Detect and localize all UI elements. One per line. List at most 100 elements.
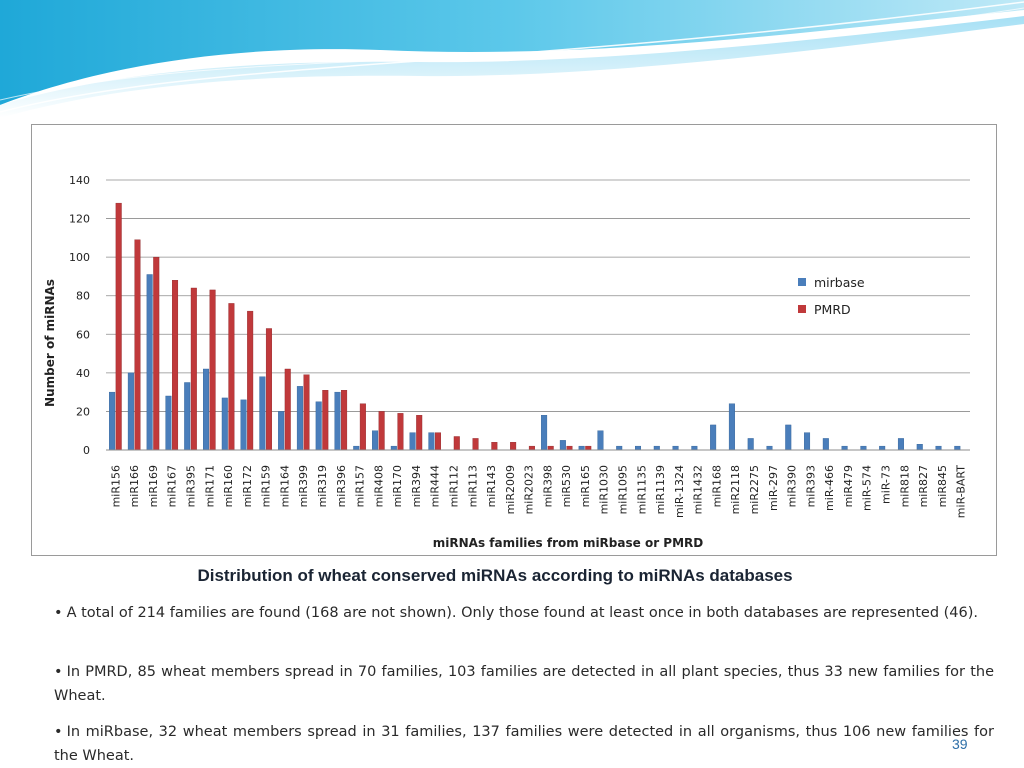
- bar-mirbase-mir1030: [597, 430, 604, 451]
- bar-mirbase-mir156: [109, 391, 116, 451]
- bullet-item: • A total of 214 families are found (168 …: [54, 601, 994, 625]
- bar-pmrd-mir2023: [528, 445, 535, 451]
- bar-pmrd-mir530: [566, 445, 573, 451]
- bar-mirbase-mir827: [916, 444, 923, 451]
- x-tick-label: miR-1324: [673, 465, 686, 518]
- bar-mirbase-mir166: [127, 372, 134, 451]
- x-tick-label: miR530: [560, 465, 573, 507]
- x-tick-label: miR171: [203, 465, 216, 507]
- bullet-symbol: •: [54, 664, 63, 680]
- x-tick-label: miR-297: [767, 465, 780, 511]
- bar-pmrd-mir171: [209, 289, 216, 451]
- x-tick-label: miR395: [185, 465, 198, 507]
- x-tick-label: miR1095: [617, 465, 630, 514]
- bar-mirbase-mir845: [935, 445, 942, 451]
- x-tick-label: miR2275: [748, 465, 761, 514]
- y-tick-label: 20: [76, 405, 90, 418]
- legend: mirbase PMRD: [798, 275, 865, 317]
- bar-mirbase-mir396: [334, 391, 341, 451]
- bar-mirbase-mir-bart: [954, 445, 961, 451]
- bar-mirbase-mir818: [897, 438, 904, 451]
- bar-mirbase-mir2118: [728, 403, 735, 451]
- bar-mirbase-mir159: [259, 376, 266, 451]
- y-tick-label: 60: [76, 328, 90, 341]
- y-tick-labels: 0 20 40 60 80 100 120 140: [69, 174, 90, 457]
- bar-pmrd-mir165: [585, 445, 592, 451]
- bar-pmrd-mir396: [341, 390, 348, 451]
- bar-pmrd-mir319: [322, 390, 329, 451]
- bullet-symbol: •: [54, 605, 63, 621]
- legend-label-mirbase: mirbase: [814, 275, 865, 290]
- x-tick-label: miR444: [429, 465, 442, 507]
- bar-mirbase-mir399: [296, 386, 303, 451]
- x-tick-label: miR1135: [635, 465, 648, 514]
- x-tick-label: miR-466: [823, 465, 836, 511]
- x-tick-label: miR157: [354, 465, 367, 507]
- bar-pmrd-mir167: [172, 280, 179, 451]
- x-tick-label: miR172: [241, 465, 254, 507]
- bar-mirbase-mir444: [428, 432, 435, 451]
- bar-pmrd-mir170: [397, 413, 404, 451]
- y-tick-label: 140: [69, 174, 90, 187]
- x-tick-label: miR390: [786, 465, 799, 507]
- bar-pmrd-mir395: [190, 287, 197, 451]
- bar-pmrd-mir164: [284, 368, 291, 451]
- bar-mirbase-mir160: [221, 397, 228, 451]
- x-tick-label: miR169: [147, 465, 160, 507]
- y-tick-label: 120: [69, 213, 90, 226]
- bar-mirbase-mir167: [165, 395, 172, 451]
- bar-pmrd-mir112: [453, 436, 460, 451]
- x-tick-label: miR396: [335, 465, 348, 507]
- x-tick-label: miR167: [166, 465, 179, 507]
- bar-pmrd-mir169: [153, 256, 160, 451]
- x-tick-label: miR-574: [861, 465, 874, 511]
- bar-mirbase-mir170: [390, 445, 397, 451]
- bar-mirbase-mir165: [578, 445, 585, 451]
- legend-label-pmrd: PMRD: [814, 302, 851, 317]
- x-tick-label: miR143: [485, 465, 498, 507]
- x-tick-label: miR1432: [692, 465, 705, 514]
- x-tick-label: miR113: [466, 465, 479, 507]
- bar-pmrd-mir172: [247, 310, 254, 451]
- x-tick-label: miR2009: [504, 465, 517, 514]
- bar-pmrd-mir2009: [510, 442, 517, 451]
- x-tick-label: miR479: [842, 465, 855, 507]
- x-tick-label: miR408: [372, 465, 385, 507]
- bar-mirbase-mir1432: [691, 445, 698, 451]
- bar-mirbase-mir171: [203, 368, 210, 451]
- x-tick-label: miR159: [260, 465, 273, 507]
- bar-mirbase-mir408: [372, 430, 379, 451]
- header-wave-banner: [0, 0, 1024, 118]
- bar-mirbase-mir-73: [879, 445, 886, 451]
- x-tick-label: miR156: [109, 465, 122, 507]
- bar-mirbase-mir172: [240, 399, 247, 451]
- x-tick-label: miR112: [447, 465, 460, 507]
- bar-mirbase-mir530: [559, 440, 566, 451]
- bar-pmrd-mir157: [359, 403, 366, 451]
- bar-pmrd-mir394: [416, 415, 423, 451]
- y-tick-label: 80: [76, 290, 90, 303]
- bar-pmrd-mir160: [228, 303, 235, 451]
- x-tick-label: miR845: [936, 465, 949, 507]
- x-axis-label: miRNAs families from miRbase or PMRD: [433, 536, 704, 550]
- x-tick-label: miR399: [297, 465, 310, 507]
- x-tick-label: miR319: [316, 465, 329, 507]
- y-tick-label: 0: [83, 444, 90, 457]
- bar-mirbase-mir319: [315, 401, 322, 451]
- bar-pmrd-mir156: [115, 202, 122, 451]
- bar-pmrd-mir408: [378, 411, 385, 451]
- bar-mirbase-mir479: [841, 445, 848, 451]
- bar-mirbase-mir393: [804, 432, 811, 451]
- bullet-item: • In miRbase, 32 wheat members spread in …: [54, 720, 994, 768]
- bar-mirbase-mir394: [409, 432, 416, 451]
- chart-caption: Distribution of wheat conserved miRNAs a…: [197, 566, 793, 585]
- x-tick-label: miR2023: [523, 465, 536, 514]
- bar-pmrd-mir166: [134, 239, 141, 451]
- y-tick-label: 100: [69, 251, 90, 264]
- bullet-symbol: •: [54, 724, 63, 740]
- bars: [109, 202, 961, 451]
- x-tick-label: miR170: [391, 465, 404, 507]
- bar-mirbase-mir-1324: [672, 445, 679, 451]
- bar-mirbase-mir168: [710, 424, 717, 451]
